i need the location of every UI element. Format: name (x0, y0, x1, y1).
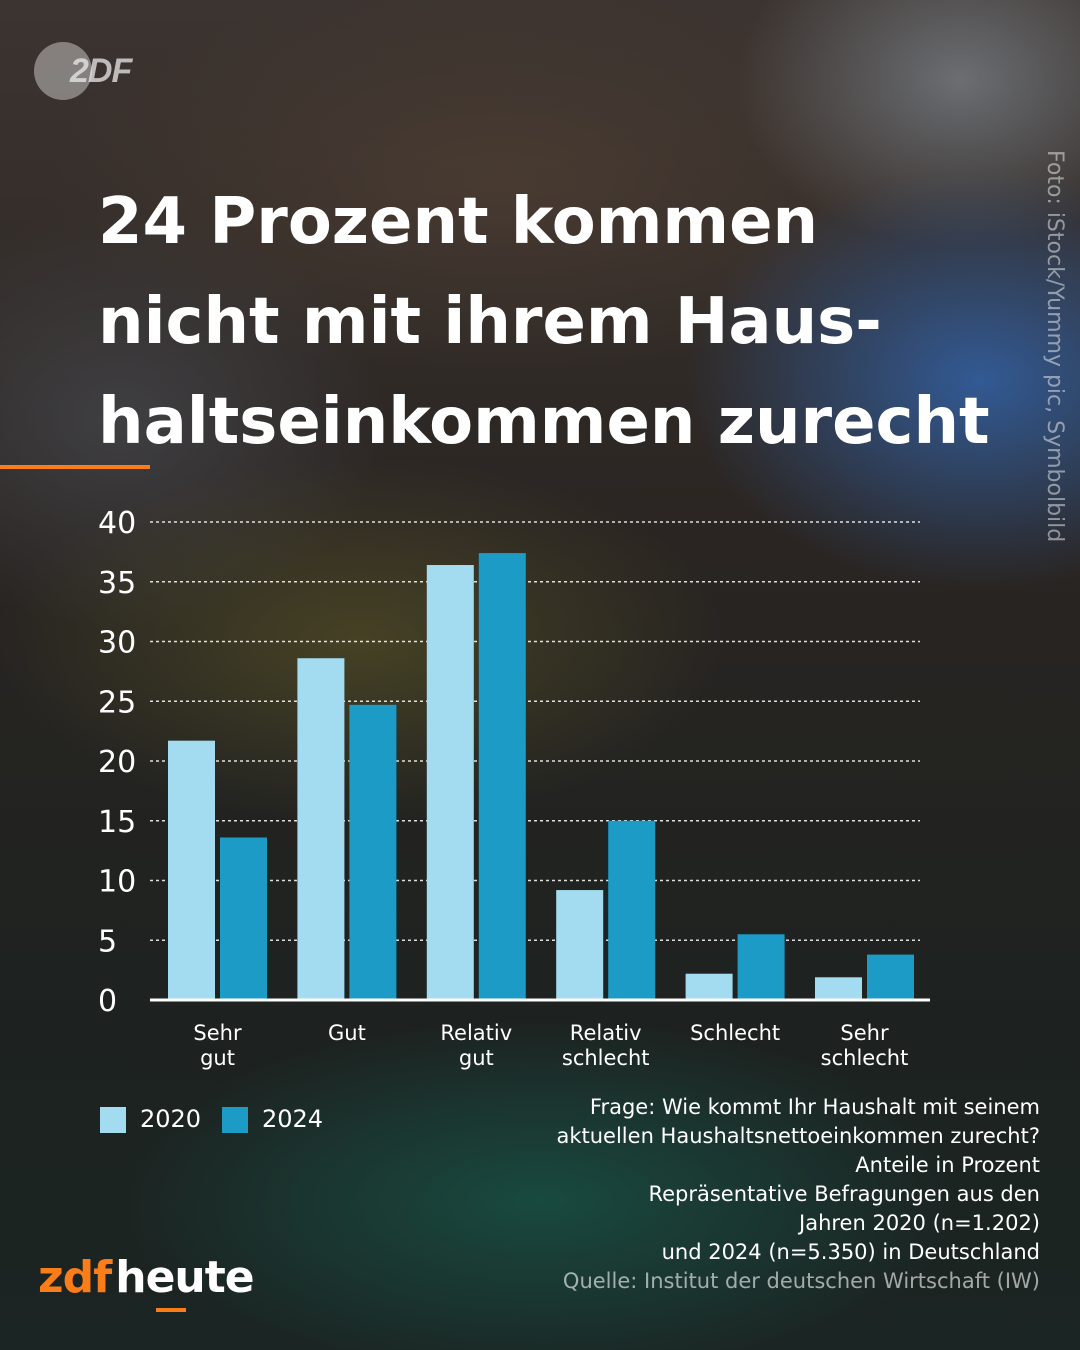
bar-2020-1 (297, 658, 345, 1000)
headline-line-2: nicht mit ihrem Haus- (98, 285, 882, 359)
brand-zdf: zdf (38, 1252, 112, 1303)
brand-heute: heute (115, 1252, 254, 1303)
note-line: Frage: Wie kommt Ihr Haushalt mit seinem (589, 1095, 1040, 1119)
headline-line-1: 24 Prozent kommen (98, 185, 819, 259)
note-line: Repräsentative Befragungen aus den (648, 1182, 1040, 1206)
bar-2020-4 (685, 973, 733, 1000)
category-label: Sehr (840, 1021, 889, 1045)
y-tick-label: 25 (98, 685, 136, 720)
note-line: aktuellen Haushaltsnettoeinkommen zurech… (556, 1124, 1040, 1148)
legend-label-2024: 2024 (262, 1105, 324, 1133)
y-tick-label: 40 (98, 506, 136, 541)
legend-swatch-2024 (222, 1107, 248, 1133)
headline-line-3: haltseinkommen zurecht (98, 385, 990, 459)
category-label: schlecht (821, 1046, 909, 1070)
category-label: Relativ (570, 1021, 642, 1045)
zdf-logo-text: 2DF (70, 52, 132, 90)
y-tick-label: 10 (98, 865, 136, 900)
bar-2024-3 (608, 820, 656, 1000)
y-tick-label: 35 (98, 566, 136, 601)
y-tick-label: 5 (98, 924, 117, 959)
category-label: gut (200, 1046, 235, 1070)
source-note: Quelle: Institut der deutschen Wirtschaf… (562, 1269, 1040, 1293)
note-line: Jahren 2020 (n=1.202) (799, 1211, 1040, 1235)
accent-divider (0, 465, 150, 469)
zdf-logo: 2DF (34, 40, 138, 102)
category-label: Gut (328, 1021, 366, 1045)
y-tick-label: 15 (98, 805, 136, 840)
category-label: schlecht (562, 1046, 650, 1070)
bar-2024-0 (220, 837, 267, 1000)
y-tick-label: 0 (98, 984, 117, 1019)
category-label: Relativ (440, 1021, 512, 1045)
category-label: Sehr (193, 1021, 242, 1045)
headline: 24 Prozent kommen nicht mit ihrem Haus- … (98, 172, 1018, 472)
y-tick-label: 30 (98, 626, 136, 661)
category-label: Schlecht (690, 1021, 780, 1045)
bar-2020-5 (815, 977, 862, 1000)
legend-label-2020: 2020 (140, 1105, 202, 1133)
bar-2024-2 (478, 553, 526, 1000)
brand-underline (156, 1308, 186, 1312)
bar-2020-2 (426, 565, 474, 1000)
zdf-logo-disc-icon (34, 42, 92, 100)
bar-2024-1 (349, 704, 397, 1000)
legend-swatch-2020 (100, 1107, 126, 1133)
y-tick-label: 20 (98, 745, 136, 780)
bar-2024-5 (867, 954, 914, 1000)
note-line: Anteile in Prozent (855, 1153, 1040, 1177)
note-line: und 2024 (n=5.350) in Deutschland (661, 1240, 1040, 1264)
bar-2024-4 (737, 934, 785, 1000)
bar-2020-0 (168, 740, 215, 1000)
zdfheute-logo: zdfheute (38, 1252, 255, 1312)
chart-notes: Frage: Wie kommt Ihr Haushalt mit seinem… (480, 1093, 1040, 1296)
bar-2020-3 (556, 890, 604, 1000)
category-label: gut (459, 1046, 494, 1070)
